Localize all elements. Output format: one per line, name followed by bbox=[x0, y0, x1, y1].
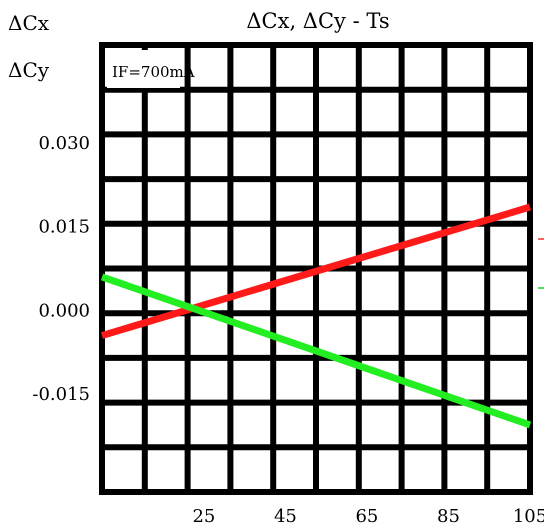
x-tick-label: 105 bbox=[513, 506, 544, 527]
x-tick-label: 45 bbox=[274, 506, 297, 527]
annotation-box bbox=[107, 50, 180, 88]
x-tick-label: 85 bbox=[437, 506, 460, 527]
y-tick-label: 0.015 bbox=[38, 217, 90, 238]
ylabel-line-1: ΔCx bbox=[8, 11, 50, 35]
y-tick-label: 0.030 bbox=[38, 133, 90, 154]
grid bbox=[99, 42, 533, 495]
x-tick-label: 25 bbox=[192, 506, 215, 527]
y-tick-label: 0.000 bbox=[38, 300, 90, 321]
chart-title: ΔCx, ΔCy - Ts bbox=[246, 9, 389, 33]
x-tick-label: 65 bbox=[355, 506, 378, 527]
series-group bbox=[100, 203, 532, 429]
ylabel-line-2: ΔCy bbox=[8, 58, 50, 82]
condition-annotation: IF=700mA bbox=[112, 63, 195, 81]
y-tick-label: -0.015 bbox=[32, 384, 90, 405]
series-line-2 bbox=[100, 273, 532, 429]
y-tick-labels: 0.030 0.015 0.000 -0.015 bbox=[32, 133, 90, 405]
x-tick-labels: 25 45 65 85 105 bbox=[192, 506, 544, 527]
series-line-1 bbox=[100, 203, 532, 339]
